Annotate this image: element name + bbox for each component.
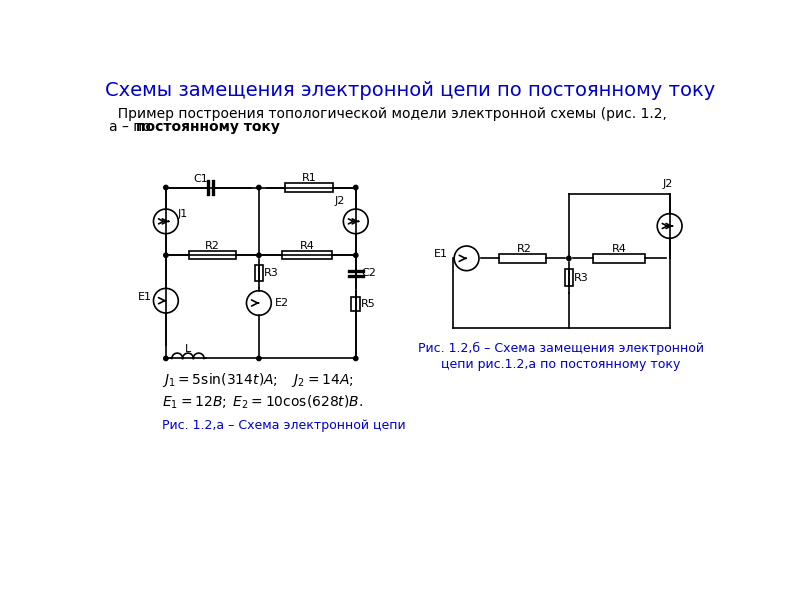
Bar xyxy=(254,265,263,281)
Text: R3: R3 xyxy=(574,272,589,283)
Bar xyxy=(499,254,546,263)
Text: C2: C2 xyxy=(361,268,376,278)
Bar xyxy=(286,183,333,192)
Text: .: . xyxy=(257,120,261,134)
Text: R2: R2 xyxy=(518,244,532,254)
Circle shape xyxy=(566,256,571,260)
Text: E1: E1 xyxy=(138,292,152,302)
Bar xyxy=(594,254,646,263)
Text: R5: R5 xyxy=(361,299,376,309)
Text: L: L xyxy=(185,344,191,354)
Text: J2: J2 xyxy=(663,179,674,189)
Text: R4: R4 xyxy=(300,241,314,251)
Circle shape xyxy=(257,253,261,257)
Text: E2: E2 xyxy=(274,298,289,308)
Bar xyxy=(189,251,236,259)
Circle shape xyxy=(354,356,358,361)
Circle shape xyxy=(354,185,358,190)
Text: цепи рис.1.2,а по постоянному току: цепи рис.1.2,а по постоянному току xyxy=(442,358,681,371)
Text: $E_1 = 12В;\; E_2 = 10\cos(628t)В.$: $E_1 = 12В;\; E_2 = 10\cos(628t)В.$ xyxy=(162,394,363,411)
Text: J1: J1 xyxy=(178,209,188,219)
Text: C1: C1 xyxy=(194,175,208,184)
Text: Рис. 1.2,б – Схема замещения электронной: Рис. 1.2,б – Схема замещения электронной xyxy=(418,341,704,355)
Circle shape xyxy=(257,185,261,190)
Text: Пример построения топологической модели электронной схемы (рис. 1.2,: Пример построения топологической модели … xyxy=(110,107,667,121)
Text: J2: J2 xyxy=(334,196,345,206)
Text: R3: R3 xyxy=(264,268,279,278)
Text: R1: R1 xyxy=(302,173,317,183)
Bar xyxy=(351,297,360,311)
Circle shape xyxy=(354,253,358,257)
Text: а – по: а – по xyxy=(110,120,155,134)
Text: $J_1 = 5\sin(314t)А;\quad J_2 = 14А;$: $J_1 = 5\sin(314t)А;\quad J_2 = 14А;$ xyxy=(162,371,354,389)
Circle shape xyxy=(164,356,168,361)
Circle shape xyxy=(164,185,168,190)
Circle shape xyxy=(164,253,168,257)
Circle shape xyxy=(257,356,261,361)
Text: Схемы замещения электронной цепи по постоянному току: Схемы замещения электронной цепи по пост… xyxy=(105,81,715,100)
Text: постоянному току: постоянному току xyxy=(137,120,280,134)
Bar xyxy=(282,251,332,259)
Bar xyxy=(565,269,573,286)
Text: R4: R4 xyxy=(612,244,626,254)
Text: Рис. 1.2,а – Схема электронной цепи: Рис. 1.2,а – Схема электронной цепи xyxy=(162,419,406,431)
Text: R2: R2 xyxy=(205,241,220,251)
Text: E1: E1 xyxy=(434,250,448,259)
